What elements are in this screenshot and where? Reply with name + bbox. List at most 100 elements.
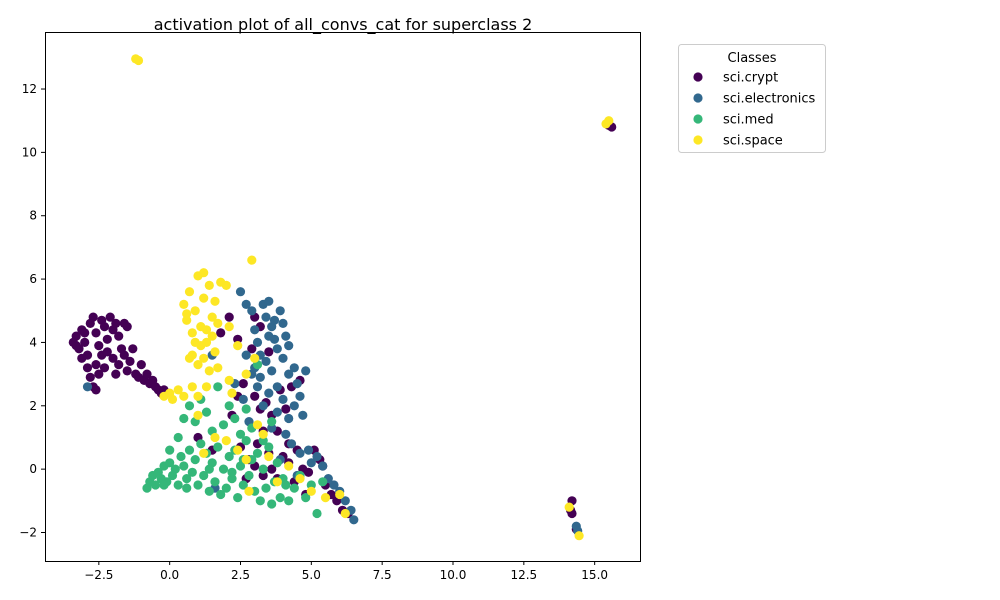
point-sci-med-74 [182,483,192,493]
point-sci-med-44 [267,499,277,509]
point-sci-electronics-59 [306,458,316,468]
point-sci-crypt-12 [105,312,115,322]
point-sci-electronics-23 [289,401,299,411]
point-sci-med-18 [193,480,203,490]
point-sci-space-42 [241,455,251,465]
x-tick-label: −2.5 [84,568,113,582]
point-sci-space-14 [193,360,203,370]
point-sci-space-17 [201,325,212,335]
point-sci-crypt-17 [122,322,132,332]
point-sci-electronics-37 [295,448,305,458]
point-sci-med-78 [281,480,291,490]
point-sci-crypt-85 [233,334,243,344]
point-sci-crypt-7 [91,328,101,338]
point-sci-space-44 [258,429,268,439]
point-sci-crypt-86 [224,312,234,322]
point-sci-crypt-34 [125,356,135,366]
point-sci-space-33 [173,385,183,395]
y-axis: −2 0 2 4 6 8 10 12 [19,82,45,539]
point-sci-space-38 [193,410,203,420]
point-sci-crypt-26 [99,363,110,373]
point-sci-med-75 [204,464,214,474]
point-sci-crypt-30 [114,360,124,370]
point-sci-electronics-11 [281,331,291,341]
point-sci-crypt-6 [88,312,98,322]
point-sci-med-52 [301,493,311,503]
point-sci-med-43 [264,442,274,452]
point-sci-space-35 [187,382,197,392]
point-sci-space-25 [184,353,195,363]
point-sci-electronics-16 [267,366,277,376]
point-sci-space-9 [204,280,214,290]
point-sci-space-56 [241,369,251,379]
point-sci-space-36 [193,391,203,401]
legend-label-sci-space: sci.space [723,134,783,149]
point-sci-med-56 [173,432,183,443]
point-sci-electronics-0 [250,325,260,335]
legend-marker-sci-crypt [693,72,703,82]
point-sci-space-64 [564,502,574,512]
point-sci-space-63 [604,116,614,126]
y-tick-label: 4 [29,335,37,349]
point-sci-med-54 [312,508,322,519]
point-sci-med-72 [165,445,175,455]
point-sci-electronics-46 [349,515,359,525]
point-sci-space-43 [252,420,263,430]
point-sci-med-61 [201,407,212,417]
point-sci-med-53 [306,480,316,490]
point-sci-space-45 [264,451,274,462]
point-sci-space-2 [184,287,195,297]
point-sci-crypt-20 [82,363,93,373]
point-sci-med-39 [252,448,263,458]
point-sci-crypt-48 [68,337,78,347]
point-sci-crypt-15 [114,331,124,341]
point-sci-space-15 [196,341,206,351]
point-sci-med-12 [176,451,186,462]
point-sci-med-11 [173,480,183,490]
point-sci-electronics-36 [286,439,297,449]
legend-box [678,44,826,153]
point-sci-crypt-78 [281,404,291,414]
y-tick-label: 10 [22,145,37,159]
x-axis: −2.5 0.0 2.5 5.0 7.5 10.0 12.5 15.0 [84,561,608,582]
point-sci-med-13 [179,461,189,471]
point-sci-med-30 [227,474,237,484]
y-tick-label: 12 [22,82,37,96]
point-sci-crypt-23 [91,360,101,370]
point-sci-space-65 [574,531,584,541]
point-sci-space-18 [204,366,214,376]
point-sci-med-41 [258,464,268,474]
point-sci-electronics-8 [272,344,282,354]
point-sci-med-57 [179,413,189,424]
point-sci-crypt-19 [77,353,87,363]
point-sci-space-47 [284,461,294,471]
point-sci-electronics-32 [238,394,248,404]
point-sci-med-49 [284,496,294,506]
point-sci-med-40 [255,496,265,506]
point-sci-crypt-8 [94,341,104,351]
point-sci-crypt-81 [247,344,257,354]
point-sci-electronics-51 [241,299,251,309]
y-tick-label: −2 [19,525,37,539]
point-sci-electronics-18 [278,353,288,363]
point-sci-med-14 [182,474,192,484]
point-sci-space-34 [179,391,189,401]
y-tick-label: 2 [29,399,37,413]
point-sci-crypt-28 [108,353,118,363]
point-sci-crypt-10 [99,322,110,332]
point-sci-crypt-40 [142,369,152,379]
x-tick-label: 12.5 [510,568,537,582]
x-tick-label: 2.5 [231,568,250,582]
point-sci-crypt-80 [238,379,248,389]
point-sci-crypt-49 [80,328,90,338]
point-sci-crypt-84 [264,347,274,357]
point-sci-electronics-19 [284,369,294,379]
chart-title: activation plot of all_convs_cat for sup… [154,15,533,35]
point-sci-space-53 [244,486,254,496]
point-sci-space-1 [182,315,192,325]
point-sci-med-67 [235,429,246,439]
point-sci-electronics-17 [272,382,282,392]
point-sci-crypt-33 [122,366,132,376]
point-sci-space-4 [190,306,200,316]
point-sci-med-10 [170,464,180,474]
